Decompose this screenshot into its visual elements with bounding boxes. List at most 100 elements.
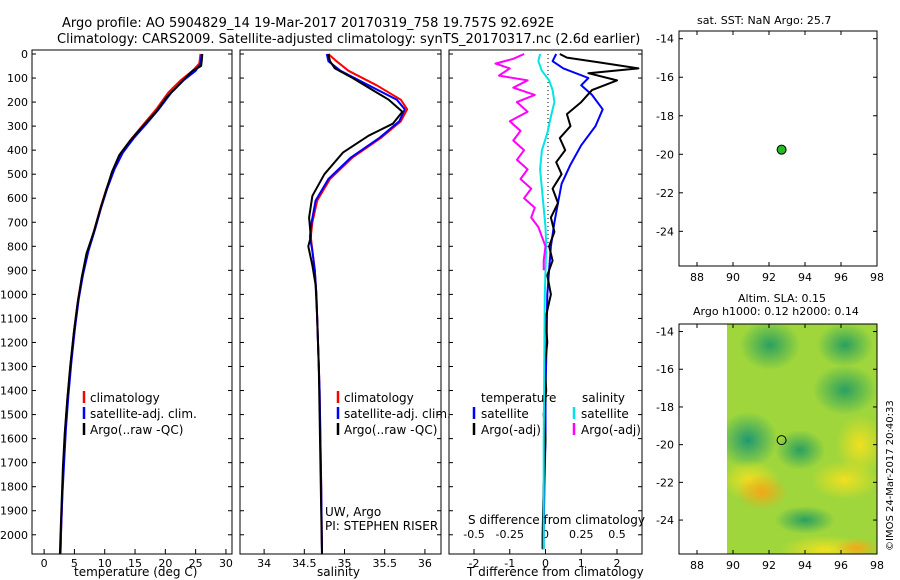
salinity-xlabel: salinity bbox=[317, 565, 360, 579]
s-tick-label: 0 bbox=[542, 528, 549, 541]
x-tick-label: 88 bbox=[690, 271, 704, 284]
sla-field-blob bbox=[810, 460, 877, 500]
y-tick-label: 700 bbox=[7, 216, 28, 229]
series-line-s-satellite bbox=[537, 53, 556, 550]
y-tick-label: 1800 bbox=[0, 481, 28, 494]
legend-label-s-argo: Argo(-adj) bbox=[581, 423, 641, 437]
difference-panel: -2 -1 0 1 2 -0.5 -0.25 0 0.25 0.5 temperature sat… bbox=[448, 49, 645, 579]
s-tick-label: 0.25 bbox=[569, 528, 594, 541]
x-tick-label: 0 bbox=[542, 557, 549, 570]
x-tick-label: 94 bbox=[798, 271, 812, 284]
pi-annotation-line-1: UW, Argo bbox=[325, 505, 381, 519]
sla-title-line-1: Altim. SLA: 0.15 bbox=[738, 292, 826, 305]
s-tick-label: 0.5 bbox=[608, 528, 626, 541]
y-tick-label: 1200 bbox=[0, 336, 28, 349]
x-tick-label: 92 bbox=[762, 559, 776, 572]
x-tick-label: 96 bbox=[834, 271, 848, 284]
sla-field-blob bbox=[817, 324, 873, 367]
y-tick-label: 1700 bbox=[0, 457, 28, 470]
y-tick-label: 900 bbox=[7, 264, 28, 277]
x-tick-label: 20 bbox=[158, 557, 172, 570]
y-tick-label: 2000 bbox=[0, 529, 28, 542]
y-tick-label: 100 bbox=[7, 72, 28, 85]
salinity-axes-box bbox=[239, 49, 442, 555]
sla-heatmap bbox=[727, 324, 877, 554]
difference-ticks: -2 -1 0 1 2 -0.5 -0.25 0 0.25 0.5 bbox=[449, 53, 642, 570]
temperature-axes-box bbox=[31, 49, 233, 555]
y-tick-label: -20 bbox=[656, 439, 674, 452]
series-line-climatology bbox=[59, 53, 202, 555]
header-line-2: Climatology: CARS2009. Satellite-adjuste… bbox=[57, 32, 640, 47]
x-tick-label: 10 bbox=[98, 557, 112, 570]
series-line-argo-raw-qc- bbox=[307, 53, 404, 555]
salinity-lines bbox=[307, 53, 409, 555]
argo-location-marker bbox=[776, 144, 787, 155]
y-tick-label: 600 bbox=[7, 192, 28, 205]
temperature-legend: climatology satellite-adj. clim. Argo(..… bbox=[82, 391, 197, 437]
sla-field-blob bbox=[775, 430, 825, 470]
y-tick-label: 1000 bbox=[0, 288, 28, 301]
x-tick-label: 0 bbox=[41, 557, 48, 570]
y-tick-label: -24 bbox=[656, 514, 674, 527]
sla-field-blob bbox=[813, 365, 877, 415]
sla-field-blob bbox=[740, 324, 800, 370]
temperature-xlabel: temperature (deg C) bbox=[74, 565, 197, 579]
s-difference-label: S difference from climatology bbox=[468, 513, 645, 527]
difference-lines bbox=[494, 53, 640, 550]
y-tick-label: -24 bbox=[656, 225, 674, 238]
t-difference-xlabel: T difference from climatology bbox=[466, 565, 644, 579]
sla-field-blob bbox=[835, 415, 877, 475]
legend-label-satellite: satellite-adj. clim. bbox=[90, 407, 197, 421]
series-line-satellite-adj-clim- bbox=[59, 53, 203, 555]
sla-field-blob bbox=[736, 474, 788, 510]
y-tick-label: -18 bbox=[656, 401, 674, 414]
legend-label-t-satellite: satellite bbox=[481, 407, 529, 421]
header-line-1: Argo profile: AO 5904829_14 19-Mar-2017 … bbox=[62, 16, 554, 31]
x-tick-label: 98 bbox=[870, 271, 884, 284]
x-tick-label: 35.5 bbox=[372, 557, 397, 570]
y-tick-label: 1500 bbox=[0, 409, 28, 422]
y-tick-label: 1400 bbox=[0, 385, 28, 398]
y-tick-label: -22 bbox=[656, 187, 674, 200]
x-tick-label: 25 bbox=[189, 557, 203, 570]
x-tick-label: 90 bbox=[726, 271, 740, 284]
legend-title-salinity: salinity bbox=[582, 391, 625, 405]
x-tick-label: 5 bbox=[71, 557, 78, 570]
series-line-argo-raw-qc- bbox=[58, 53, 204, 555]
sla-title-line-2: Argo h1000: 0.12 h2000: 0.14 bbox=[693, 305, 859, 318]
y-tick-label: 1900 bbox=[0, 505, 28, 518]
y-tick-label: 0 bbox=[21, 48, 28, 61]
y-tick-label: 1600 bbox=[0, 433, 28, 446]
legend-label-s-satellite: satellite bbox=[581, 407, 629, 421]
y-tick-label: -16 bbox=[656, 71, 674, 84]
x-tick-label: 2 bbox=[613, 557, 620, 570]
pi-annotation-line-2: PI: STEPHEN RISER bbox=[325, 519, 438, 533]
series-line-t-satellite bbox=[542, 53, 604, 550]
salinity-legend: climatology satellite-adj. clim. Argo(..… bbox=[336, 391, 451, 437]
y-tick-label: 1300 bbox=[0, 361, 28, 374]
x-tick-label: 98 bbox=[870, 559, 884, 572]
sla-field-blob bbox=[775, 506, 835, 534]
sla-field-blob bbox=[727, 412, 778, 468]
temperature-lines bbox=[58, 53, 204, 555]
x-tick-label: -1 bbox=[504, 557, 515, 570]
y-tick-label: 1100 bbox=[0, 312, 28, 325]
location-panel: sat. SST: NaN Argo: 25.7 88 90 92 94 96 98 -14… bbox=[656, 14, 884, 284]
y-tick-label: -14 bbox=[656, 326, 674, 339]
salinity-ticks: 34 34.5 35 35.5 36 bbox=[240, 53, 441, 570]
salinity-panel: 34 34.5 35 35.5 36 salinity climatology sate… bbox=[239, 49, 451, 579]
location-ticks: 88 90 92 94 96 98 -14 -16 -18 -20 -22 -24 bbox=[656, 31, 884, 284]
x-tick-label: 34.5 bbox=[292, 557, 317, 570]
y-tick-label: -22 bbox=[656, 476, 674, 489]
x-tick-label: 1 bbox=[578, 557, 585, 570]
s-tick-label: -0.25 bbox=[496, 528, 524, 541]
legend-label-t-argo: Argo(-adj) bbox=[481, 423, 541, 437]
sla-marks bbox=[776, 435, 787, 446]
location-axes-box bbox=[678, 30, 878, 267]
x-tick-label: 34 bbox=[257, 557, 271, 570]
location-marks bbox=[776, 144, 787, 155]
series-line-climatology bbox=[309, 53, 409, 555]
location-title: sat. SST: NaN Argo: 25.7 bbox=[697, 14, 831, 27]
legend-label-argo: Argo(..raw -QC) bbox=[344, 423, 437, 437]
